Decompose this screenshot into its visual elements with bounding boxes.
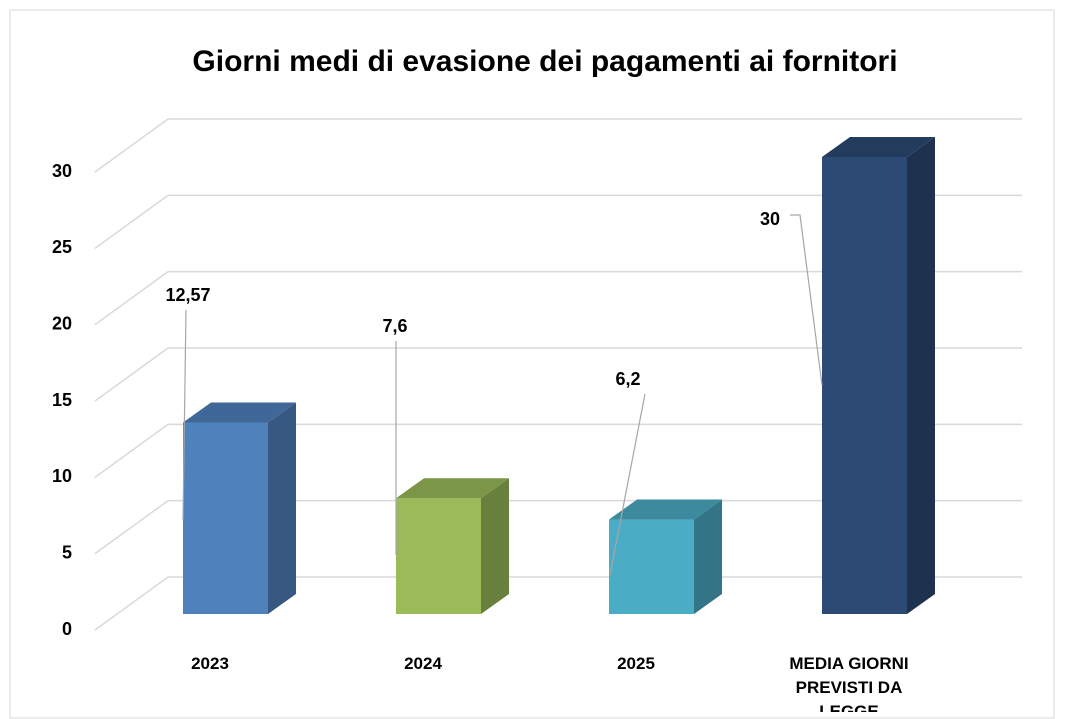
y-tick-label: 15: [52, 390, 72, 410]
grid-diagonal: [94, 576, 169, 631]
bar-side: [481, 478, 509, 614]
grid-diagonal: [94, 118, 169, 173]
x-tick-label-box: 2024: [404, 654, 442, 673]
bar-top: [822, 137, 935, 157]
x-tick-label-box: MEDIA GIORNI PREVISTI DA LEGGE: [789, 654, 909, 712]
bar-front: [183, 422, 268, 614]
grid-diagonal: [94, 500, 169, 555]
x-tick-label: 2024: [404, 654, 442, 673]
bar-front: [396, 498, 481, 614]
grid-diagonal: [94, 194, 169, 249]
grid-diagonal: [94, 423, 169, 478]
chart-title: Giorni medi di evasione dei pagamenti ai…: [192, 45, 897, 78]
y-tick-label: 5: [62, 542, 72, 562]
bar-side: [268, 402, 296, 614]
data-label: 7,6: [382, 316, 407, 336]
leader-line: [790, 214, 823, 386]
bar-side: [907, 137, 935, 614]
data-label: 6,2: [615, 369, 640, 389]
bar-top: [183, 402, 296, 423]
bar-front: [609, 519, 694, 614]
y-tick-label: 10: [52, 466, 72, 486]
grid-diagonal: [94, 271, 169, 326]
data-label: 30: [760, 209, 780, 229]
x-tick-label: 2025: [617, 654, 655, 673]
x-tick-label: 2023: [191, 654, 229, 673]
y-tick-label: 0: [62, 619, 72, 639]
leader-line: [609, 393, 646, 576]
bar: [822, 137, 935, 614]
x-tick-label-box: 2023: [191, 654, 229, 673]
x-tick-label: MEDIA GIORNI PREVISTI DA LEGGE: [789, 654, 909, 712]
x-tick-label-box: 2025: [617, 654, 655, 673]
bar-front: [822, 157, 907, 614]
bar-top: [609, 499, 722, 520]
data-label: 12,57: [165, 285, 210, 305]
bar: [183, 402, 296, 614]
grid-diagonal: [94, 347, 169, 402]
bar: [396, 478, 509, 614]
y-tick-label: 20: [52, 313, 72, 333]
leader-line: [182, 309, 187, 521]
y-tick-label: 30: [52, 161, 72, 181]
bar-side: [694, 499, 722, 614]
y-tick-label: 25: [52, 237, 72, 257]
bar-top: [396, 478, 509, 499]
grid-line: [94, 118, 1022, 173]
bar: [609, 499, 722, 614]
